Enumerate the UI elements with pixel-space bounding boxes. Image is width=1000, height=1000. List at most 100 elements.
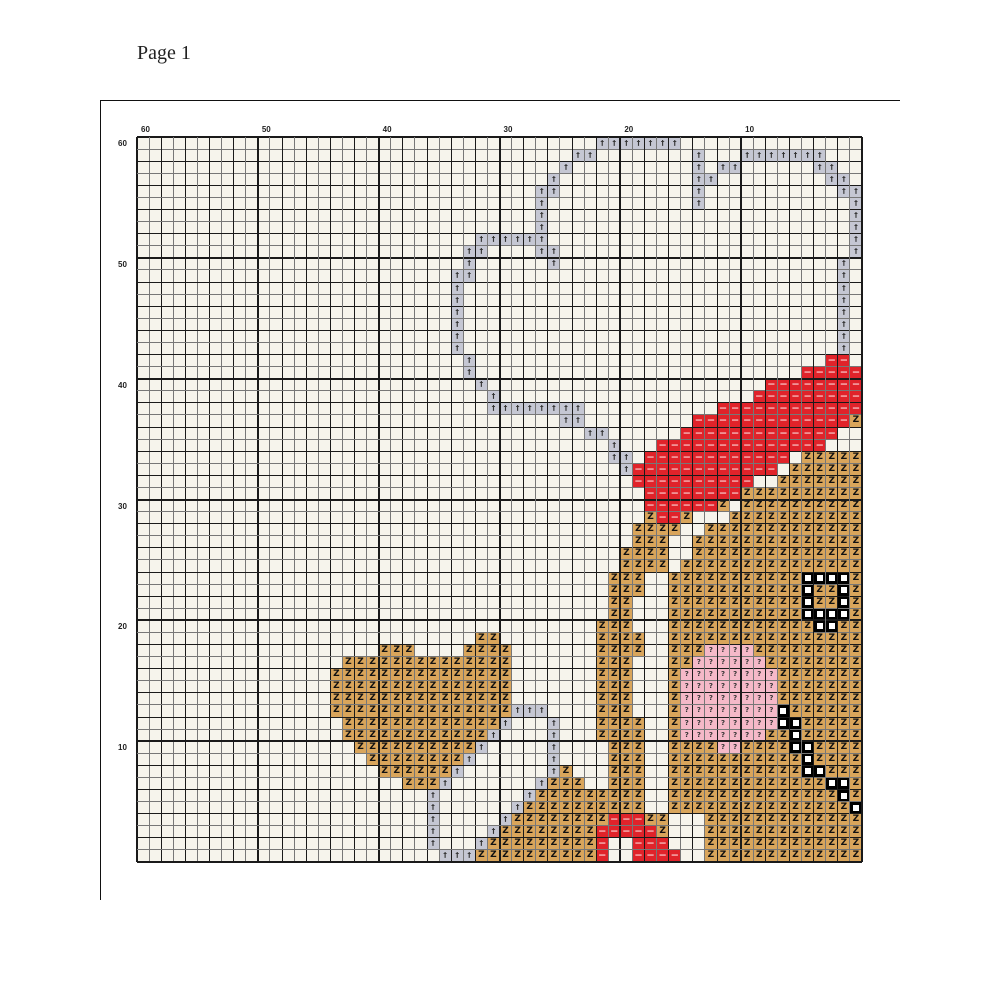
stitch-cell: Z (439, 765, 452, 778)
stitch-cell: Z (704, 837, 717, 850)
stitch-cell: ? (704, 668, 717, 681)
stitch-cell: Z (765, 547, 778, 560)
stitch-cell: Z (704, 789, 717, 802)
stitch-cell: Z (572, 825, 585, 838)
stitch-cell: † (837, 294, 850, 307)
stitch-cell: Z (849, 451, 862, 464)
stitch-cell: — (668, 451, 681, 464)
stitch-cell: — (813, 366, 826, 379)
grid-line (137, 752, 862, 754)
stitch-cell: Z (487, 656, 500, 669)
stitch-cell: — (644, 825, 657, 838)
stitch-cell: † (813, 161, 826, 174)
stitch-cell: Z (813, 584, 826, 597)
stitch-cell: ? (717, 729, 730, 742)
stitch-cell: ? (717, 644, 730, 657)
stitch-cell: Z (487, 680, 500, 693)
stitch-cell: Z (656, 559, 669, 572)
stitch-cell: Z (475, 717, 488, 730)
stitch-cell: † (475, 837, 488, 850)
stitch-cell: Z (765, 753, 778, 766)
stitch-cell: Z (777, 789, 790, 802)
stitch-cell: — (741, 451, 754, 464)
stitch-cell: Z (608, 584, 621, 597)
stitch-cell: Z (753, 572, 766, 585)
stitch-cell: Z (717, 608, 730, 621)
stitch-cell: — (644, 499, 657, 512)
stitch-cell: Z (704, 547, 717, 560)
stitch-cell: ? (704, 717, 717, 730)
stitch-cell: Z (729, 801, 742, 814)
stitch-cell: — (741, 427, 754, 440)
stitch-cell: Z (366, 692, 379, 705)
stitch-cell (777, 704, 790, 717)
stitch-cell: † (765, 149, 778, 162)
grid-line (137, 861, 862, 863)
stitch-cell: Z (668, 596, 681, 609)
stitch-cell: — (656, 487, 669, 500)
stitch-cell: Z (813, 644, 826, 657)
grid-line (511, 137, 513, 862)
stitch-cell: Z (487, 644, 500, 657)
stitch-cell: Z (704, 825, 717, 838)
stitch-cell: — (753, 414, 766, 427)
stitch-cell: — (789, 402, 802, 415)
left-label: 20 (118, 622, 127, 632)
stitch-cell: — (765, 402, 778, 415)
stitch-cell: ? (680, 692, 693, 705)
stitch-cell: Z (656, 523, 669, 536)
stitch-cell: Z (801, 644, 814, 657)
stitch-cell: Z (511, 837, 524, 850)
stitch-cell (837, 789, 850, 802)
left-label: 50 (118, 259, 127, 269)
stitch-cell: Z (692, 584, 705, 597)
grid-line (137, 511, 862, 513)
grid-line (607, 137, 609, 862)
grid-line (559, 137, 561, 862)
stitch-cell: Z (584, 801, 597, 814)
stitch-cell: Z (463, 729, 476, 742)
stitch-cell: Z (668, 572, 681, 585)
stitch-cell: ? (704, 656, 717, 669)
stitch-cell: — (680, 463, 693, 476)
stitch-cell: — (837, 390, 850, 403)
stitch-cell: Z (813, 729, 826, 742)
stitch-cell: Z (644, 559, 657, 572)
stitch-cell: — (632, 813, 645, 826)
stitch-cell: ? (704, 680, 717, 693)
stitch-cell: † (668, 137, 681, 150)
stitch-cell: — (801, 402, 814, 415)
stitch-cell: Z (717, 777, 730, 790)
stitch-cell: † (608, 439, 621, 452)
stitch-cell: Z (753, 825, 766, 838)
stitch-cell: Z (402, 729, 415, 742)
grid-line (137, 801, 862, 803)
stitch-cell: — (668, 463, 681, 476)
grid-line (547, 137, 549, 862)
stitch-cell: Z (463, 680, 476, 693)
stitch-cell: † (692, 185, 705, 198)
stitch-cell: † (692, 197, 705, 210)
stitch-cell: Z (704, 620, 717, 633)
stitch-cell: Z (717, 765, 730, 778)
stitch-cell: † (523, 789, 536, 802)
stitch-cell: † (837, 330, 850, 343)
stitch-cell: Z (753, 777, 766, 790)
stitch-cell: Z (729, 523, 742, 536)
stitch-cell: Z (632, 632, 645, 645)
stitch-cell (825, 620, 838, 633)
stitch-cell: † (463, 269, 476, 282)
stitch-cell: † (547, 402, 560, 415)
grid-line (137, 656, 862, 658)
stitch-cell: † (656, 137, 669, 150)
stitch-cell: ? (680, 668, 693, 681)
stitch-cell: Z (813, 789, 826, 802)
stitch-cell: † (463, 753, 476, 766)
stitch-cell: — (837, 402, 850, 415)
stitch-cell: — (837, 378, 850, 391)
stitch-cell: Z (729, 765, 742, 778)
stitch-cell: Z (825, 765, 838, 778)
stitch-cell: † (547, 717, 560, 730)
stitch-cell: † (463, 257, 476, 270)
stitch-cell: Z (813, 596, 826, 609)
